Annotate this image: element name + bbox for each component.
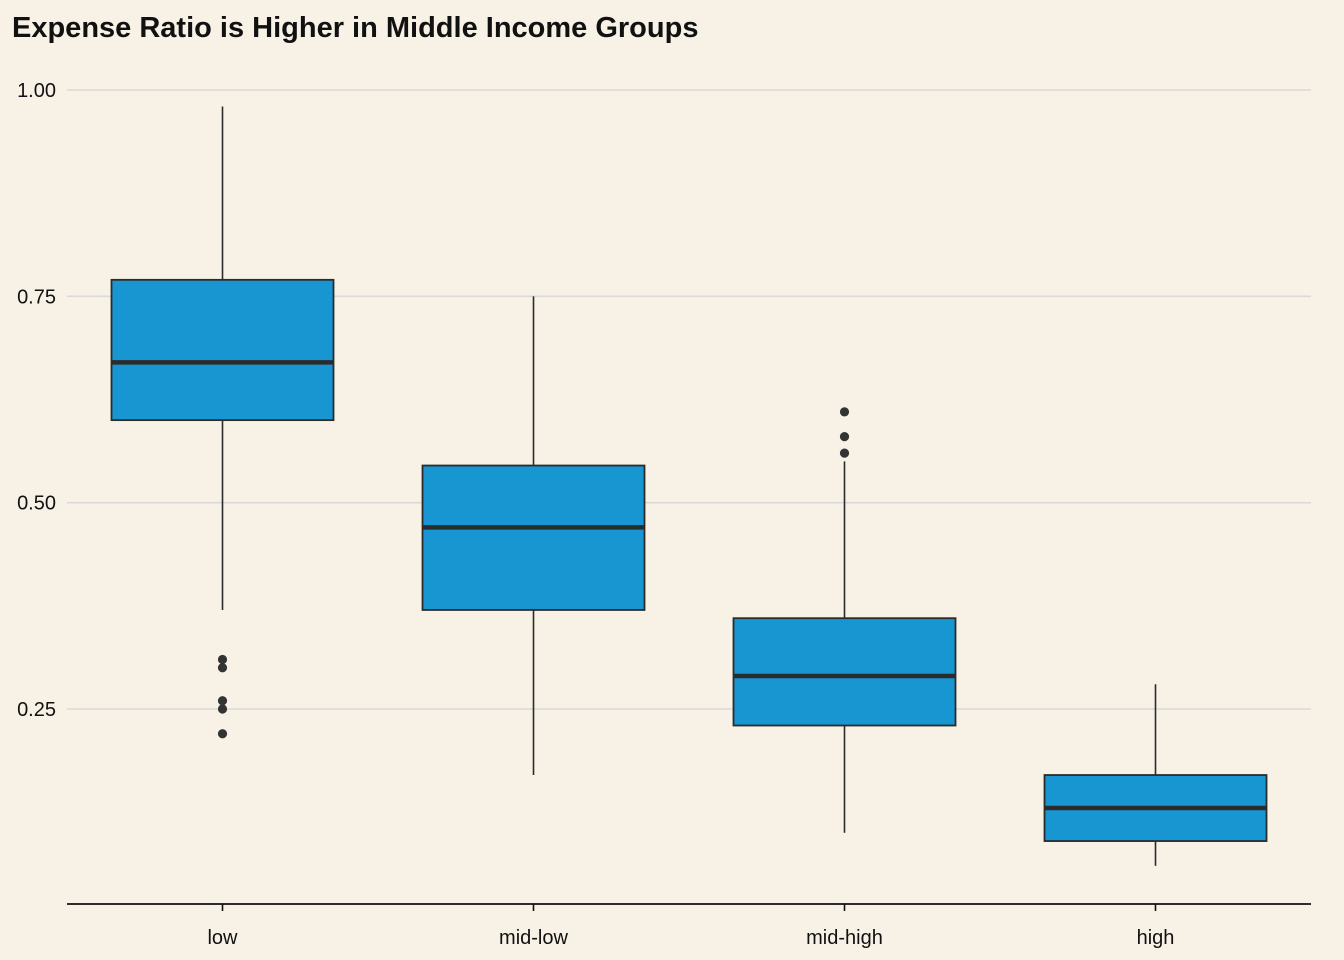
box-mid-high [732, 407, 957, 833]
outlier-point [217, 729, 228, 739]
y-tick-label: 0.50 [17, 493, 56, 515]
x-tick-label: mid-high [806, 927, 883, 949]
y-axis-ticks: 0.25 0.50 0.75 1.00 [17, 80, 56, 721]
box-low [110, 106, 335, 739]
outlier-point [217, 696, 228, 706]
iqr-box [732, 617, 957, 727]
iqr-box [421, 464, 646, 611]
x-axis: low mid-low mid-high high [67, 903, 1311, 949]
outlier-point [839, 432, 850, 442]
boxes [110, 106, 1268, 866]
outlier-point [839, 448, 850, 458]
box-mid-low [421, 296, 646, 776]
outlier-point [217, 654, 228, 665]
x-tick-label: low [207, 927, 238, 949]
outlier-point [839, 407, 850, 417]
box-high [1043, 684, 1268, 866]
x-tick-label: mid-low [499, 927, 568, 949]
outlier-point [217, 704, 228, 714]
y-tick-label: 1.00 [17, 80, 56, 102]
outlier-point [217, 663, 228, 673]
y-tick-label: 0.25 [17, 699, 56, 721]
x-tick-label: high [1137, 927, 1175, 949]
chart-title: Expense Ratio is Higher in Middle Income… [12, 12, 699, 44]
y-tick-label: 0.75 [17, 286, 56, 308]
iqr-box [110, 278, 335, 422]
